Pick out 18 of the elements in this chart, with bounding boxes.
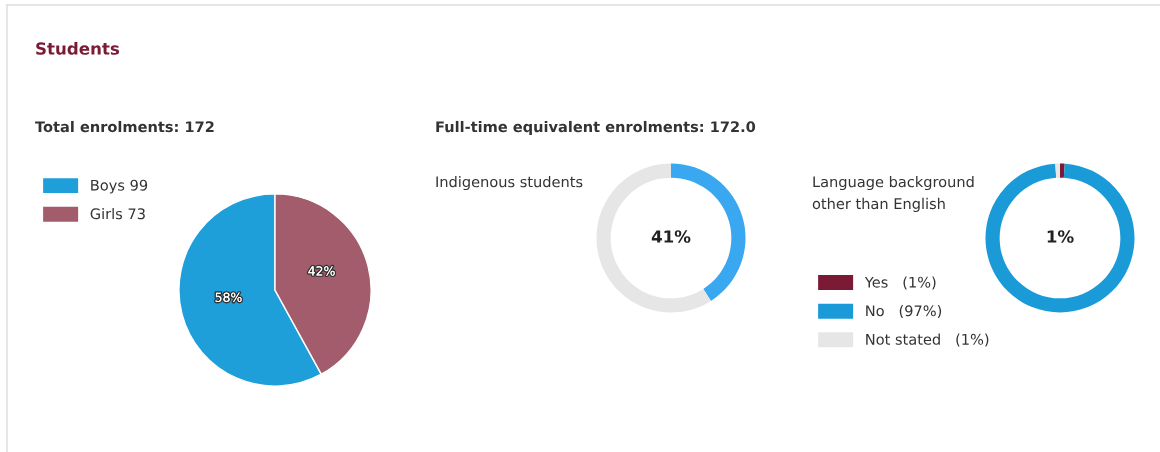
donut-slice (985, 163, 1135, 313)
chart-title: Full-time equivalent enrolments: 172.0 (436, 120, 756, 136)
text: Students (36, 41, 120, 55)
text: Language background other than English (812, 176, 974, 212)
legend-label: Not stated (1%) (866, 333, 989, 347)
donut-slice (1055, 163, 1060, 178)
donut-slice (596, 163, 711, 313)
legend-label: No (97%) (866, 305, 942, 318)
legend-label: Yes (1%) (864, 276, 936, 290)
legend-label: Boys 99 (91, 179, 148, 194)
text: Indigenous students (436, 176, 583, 191)
chart-title: Total enrolments: 172 (35, 120, 214, 133)
data-label: 42% (308, 266, 335, 276)
data-label: 41% (651, 230, 691, 243)
data-label: 58% (215, 292, 242, 302)
text: 1% (1047, 230, 1074, 243)
donut-slice (1060, 163, 1065, 178)
legend-label: Girls 73 (90, 207, 145, 220)
